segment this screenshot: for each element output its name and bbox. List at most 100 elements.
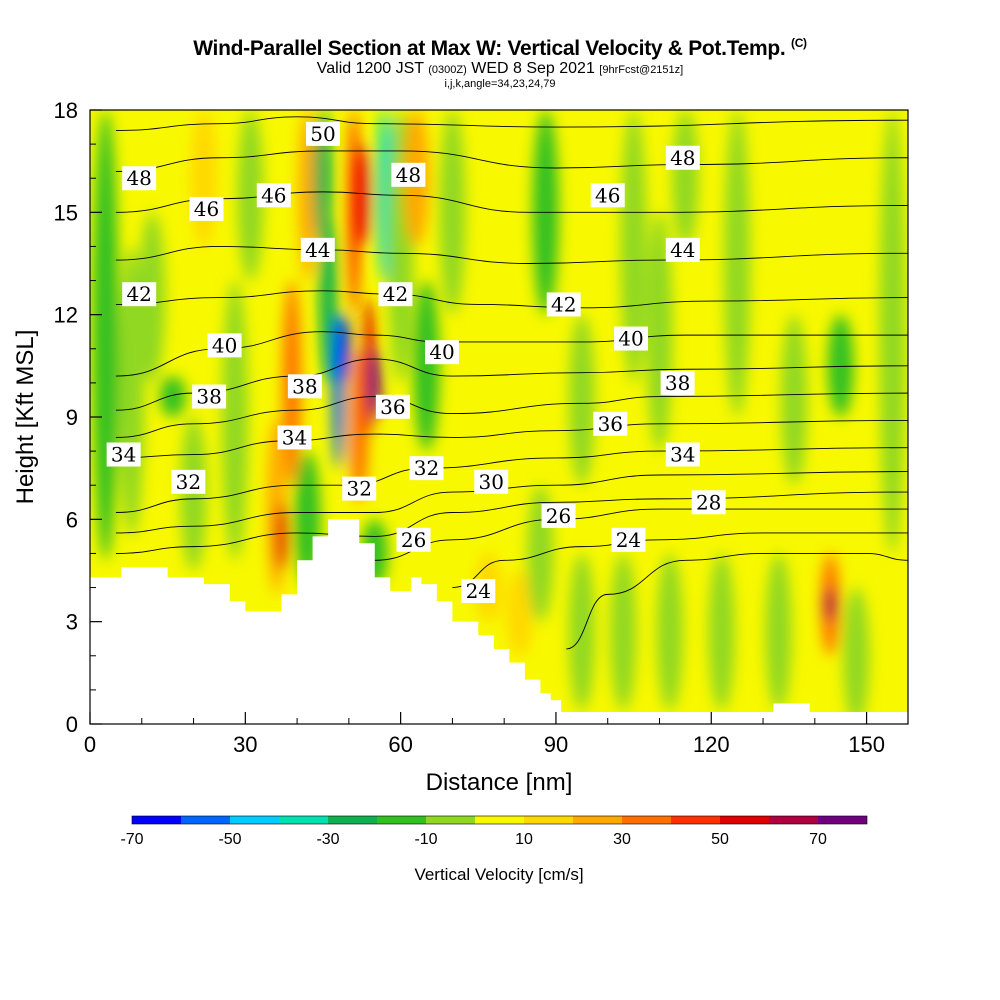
colorbar-swatch [573, 816, 622, 824]
contour-label-box [171, 469, 206, 494]
colorbar-tick-label: 50 [711, 831, 729, 848]
contour-label-box [300, 237, 335, 262]
velocity-streak [413, 280, 440, 452]
contour-label: 42 [551, 292, 576, 316]
contour-label: 34 [111, 443, 136, 467]
colorbar-tick-label: -30 [316, 831, 339, 848]
colorbar-swatch [769, 816, 818, 824]
contour-label-box [614, 326, 649, 351]
colorbar-tick-label: 70 [809, 831, 827, 848]
contour-label-box [660, 370, 695, 395]
x-tick-label: 60 [388, 732, 412, 757]
velocity-streak [568, 553, 595, 711]
colorbar-swatch [230, 816, 279, 824]
contour-label: 28 [696, 490, 721, 514]
velocity-streak [221, 280, 248, 561]
velocity-streak [237, 110, 264, 281]
y-tick-label: 15 [54, 200, 78, 225]
contour-label: 36 [380, 395, 405, 419]
contour-label: 30 [479, 470, 504, 494]
contour-label-box [665, 442, 700, 467]
velocity-streak [350, 348, 369, 503]
chart-subtitle: Valid 1200 JST (0300Z) WED 8 Sep 2021 [9… [316, 60, 684, 77]
colorbar-swatch [524, 816, 573, 824]
isentrope-line [115, 419, 908, 459]
chart-title: Wind-Parallel Section at Max W: Vertical… [193, 36, 807, 60]
velocity-streak [656, 553, 683, 711]
colorbar-swatch [132, 816, 181, 824]
contour-label: 46 [261, 183, 286, 207]
velocity-streak [724, 110, 751, 417]
colorbar-tick-label: 10 [515, 831, 533, 848]
velocity-streak [506, 570, 533, 656]
y-tick-label: 3 [66, 610, 78, 635]
velocity-streak [358, 144, 371, 247]
colorbar-swatch [279, 816, 328, 824]
contour-label-box [189, 196, 224, 221]
x-axis-title: Distance [nm] [426, 769, 573, 796]
contour-label-box [474, 469, 509, 494]
contour-label-box [342, 476, 377, 501]
x-tick-label: 150 [848, 732, 885, 757]
isentrope-line [115, 392, 908, 438]
isentrope-line [115, 245, 908, 264]
contour-label: 38 [196, 385, 221, 409]
title-block: Wind-Parallel Section at Max W: Vertical… [0, 36, 1000, 90]
contour-label-box [425, 340, 460, 365]
contour-label: 48 [396, 163, 421, 187]
velocity-streak [781, 314, 808, 486]
velocity-streak [92, 110, 119, 561]
x-tick-label: 0 [84, 732, 96, 757]
contour-label-box [391, 162, 426, 187]
colorbar-swatch [377, 816, 426, 824]
contour-label: 32 [176, 470, 201, 494]
contour-label-box [665, 145, 700, 170]
velocity-streak [708, 553, 735, 711]
contour-label: 34 [670, 443, 695, 467]
velocity-streak [348, 110, 361, 315]
contour-label: 34 [282, 425, 307, 449]
velocity-streak [337, 314, 350, 383]
contour-label: 48 [126, 166, 151, 190]
contour-label-box [541, 503, 576, 528]
y-tick-label: 12 [54, 303, 78, 328]
isentrope-line [115, 491, 908, 554]
isentrope-line [115, 471, 908, 534]
velocity-streak [275, 502, 288, 571]
contour-label: 50 [310, 122, 335, 146]
isentrope-line [115, 150, 908, 172]
velocity-streak [672, 110, 699, 247]
contour-label-box [590, 183, 625, 208]
grid-indices-note: i,j,k,angle=34,23,24,79 [444, 78, 556, 90]
contour-label-box [106, 442, 141, 467]
x-tick-label: 120 [693, 732, 730, 757]
contour-label: 40 [429, 340, 454, 364]
contour-label-box [305, 121, 340, 146]
contour-label: 46 [595, 183, 620, 207]
y-tick-label: 9 [66, 405, 78, 430]
velocity-streak [765, 553, 792, 711]
velocity-streak [610, 553, 637, 711]
contour-label: 38 [292, 374, 317, 398]
terrain-mask [90, 519, 908, 724]
velocity-streak [190, 110, 217, 247]
contour-label-box [122, 166, 157, 191]
colorbar-tick-label: -10 [414, 831, 437, 848]
contour-label: 42 [383, 282, 408, 306]
contour-label: 26 [401, 528, 426, 552]
contour-label: 48 [670, 146, 695, 170]
colorbar-tick-label: 30 [613, 831, 631, 848]
colorbar-swatch [426, 816, 475, 824]
contour-label: 44 [305, 238, 330, 262]
velocity-streak [827, 314, 854, 418]
contour-label: 24 [466, 579, 491, 603]
colorbar-frame [131, 815, 868, 825]
y-tick-label: 0 [66, 712, 78, 737]
y-tick-label: 6 [66, 507, 78, 532]
contour-label-box [546, 292, 581, 317]
colorbar-swatch [720, 816, 769, 824]
isentrope-line [115, 116, 908, 131]
velocity-streak [879, 110, 906, 554]
colorbar-tick-label: -50 [218, 831, 241, 848]
